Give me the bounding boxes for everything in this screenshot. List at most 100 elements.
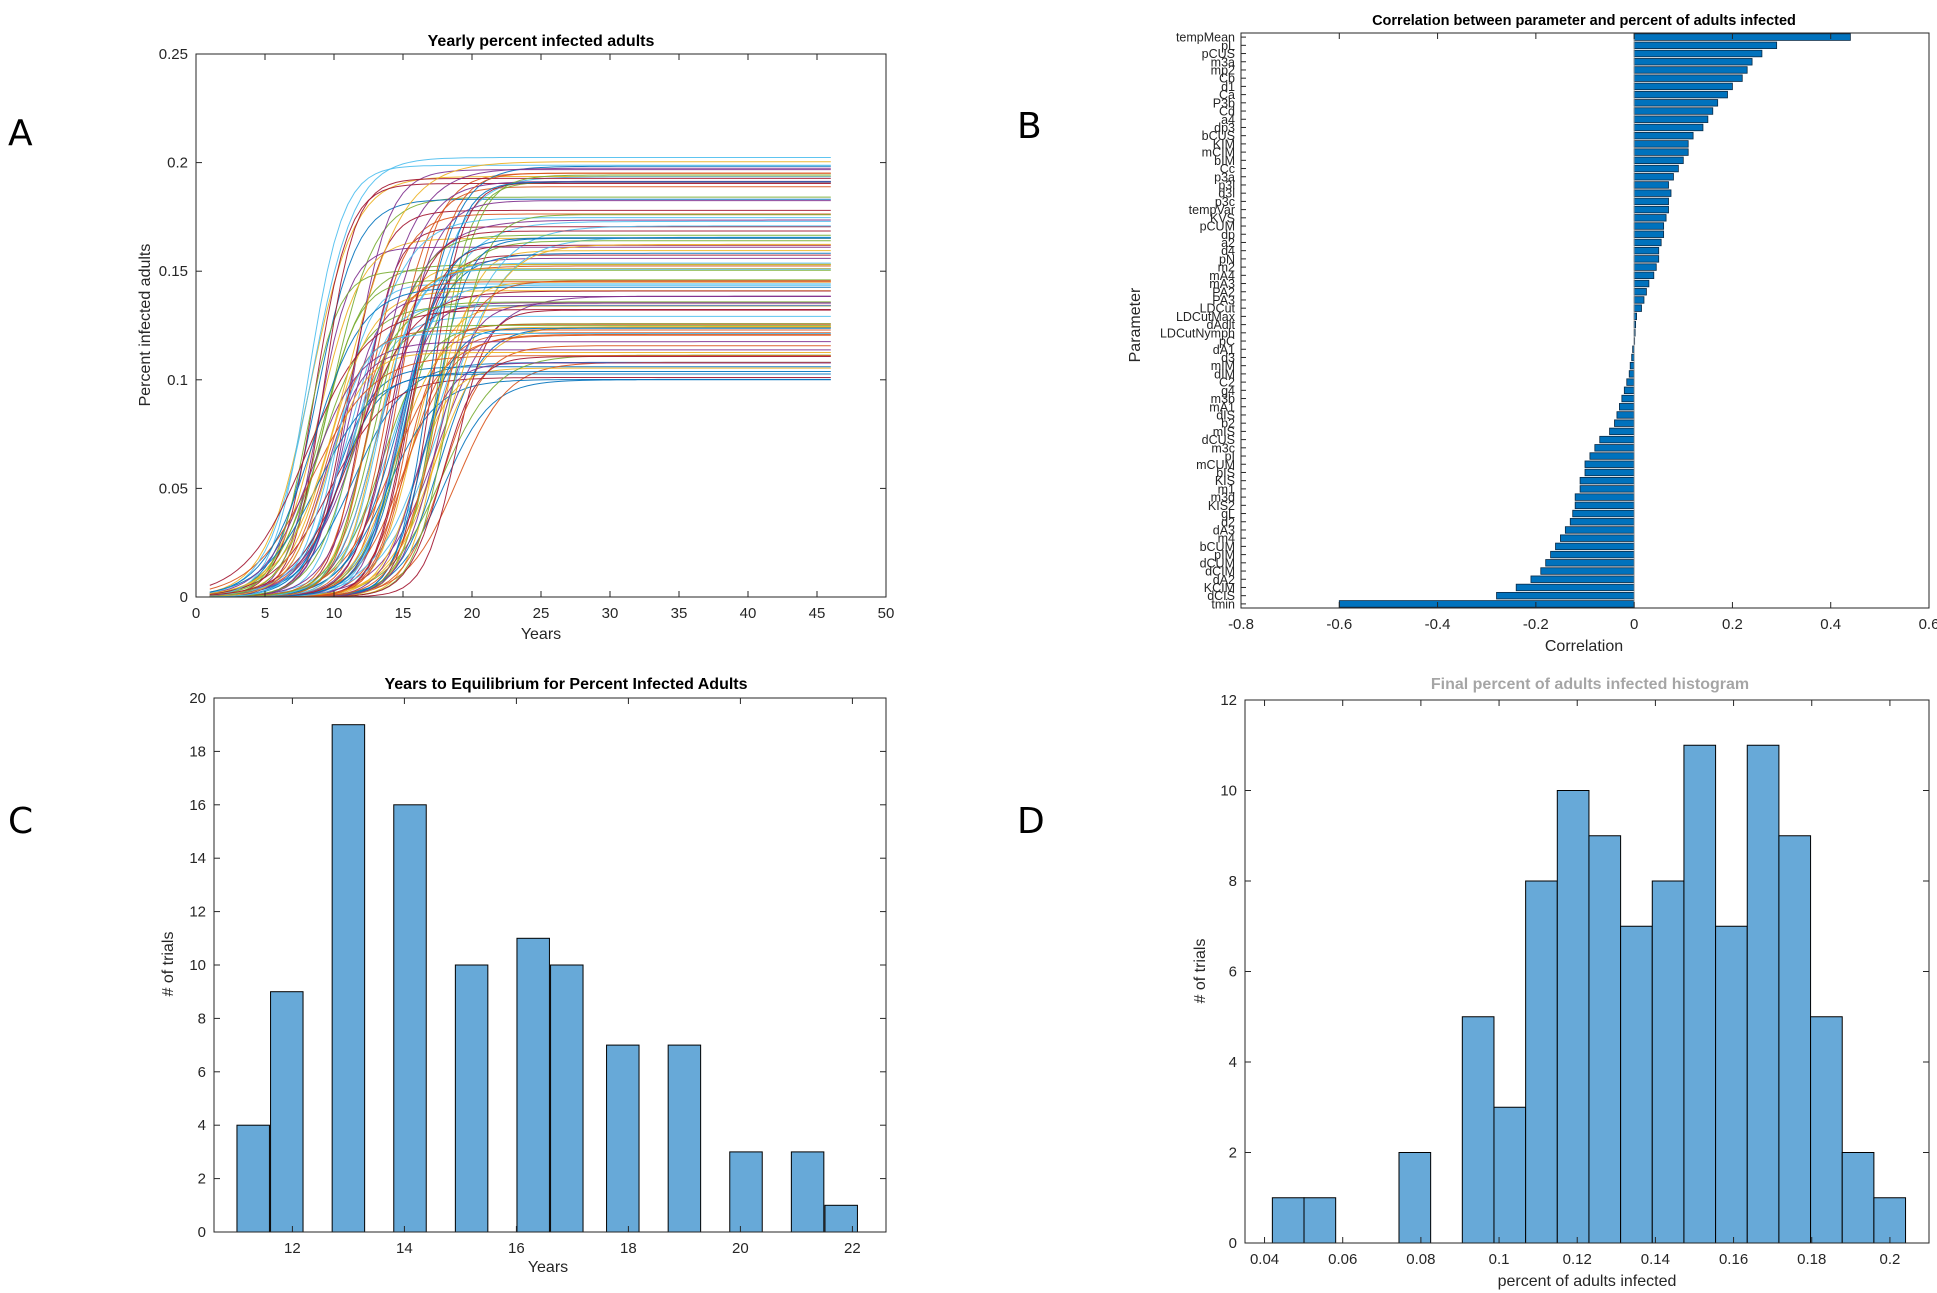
chart-d-ytick-label: 10: [1220, 783, 1237, 800]
chart-b-bar: [1633, 222, 1665, 230]
chart-a: Yearly percent infected adults 0 5 10 15 20 2…: [137, 33, 894, 643]
chart-b-xtick-label: -0.2: [1523, 616, 1549, 633]
chart-b-bar: [1572, 509, 1635, 518]
chart-c-ytick-label: 0: [198, 1224, 206, 1241]
chart-b-category-label: dIM: [1214, 367, 1235, 381]
chart-a-series-line: [209, 333, 831, 598]
chart-b-category-label: mA1: [1209, 400, 1235, 414]
chart-b-category-label: KIS: [1215, 474, 1235, 488]
chart-b-bar: [1633, 238, 1662, 247]
chart-a-ytick-label: 0.1: [167, 372, 188, 389]
chart-b-bar: [1564, 526, 1635, 534]
chart-a-xtick-label: 50: [878, 605, 895, 622]
chart-b-bar: [1560, 534, 1635, 542]
chart-b-category-label: p3l: [1218, 178, 1235, 192]
chart-a-xtick-label: 10: [326, 605, 343, 622]
chart-a-series-line: [209, 220, 831, 597]
chart-b-category-label: pCUS: [1202, 47, 1235, 61]
chart-d-bar: [1746, 744, 1780, 1244]
chart-b-ticks: tempMeanpLpCUSm3amp2Cbd1CaP3bCda4dp3bCUS…: [1160, 31, 1937, 633]
chart-b-category-label: mIM: [1211, 359, 1235, 373]
chart-b-category-label: pN: [1219, 252, 1235, 266]
chart-d-xtick-label: 0.06: [1328, 1251, 1357, 1268]
chart-b-bar: [1530, 575, 1635, 583]
chart-c-bar: [516, 937, 550, 1233]
chart-b-category-label: dp3: [1214, 121, 1235, 135]
chart-b-bar: [1594, 444, 1635, 452]
chart-b-bar: [1616, 411, 1635, 419]
chart-b-category-label: P3b: [1213, 96, 1235, 110]
chart-b-bar: [1633, 230, 1665, 238]
chart-c-ytick-label: 6: [198, 1064, 206, 1081]
chart-b-category-label: mA3: [1209, 277, 1235, 291]
chart-b-bar: [1633, 123, 1704, 132]
chart-b-category-label: Cc: [1220, 162, 1235, 176]
chart-c-bar: [606, 1044, 640, 1233]
chart-a-xlabel: Years: [521, 626, 561, 643]
chart-d-xtick-label: 0.14: [1641, 1251, 1670, 1268]
chart-a-series-line: [209, 373, 831, 598]
chart-b-xlabel: Correlation: [1545, 638, 1623, 655]
chart-a-xtick-label: 45: [809, 605, 826, 622]
chart-d-ticks: 0.04 0.06 0.08 0.1 0.12 0.14 0.16 0.18 0.2 0 2 4 6 8 1…: [1220, 692, 1929, 1268]
chart-a-series-line: [209, 349, 831, 598]
chart-b-category-label: bIS: [1216, 466, 1235, 480]
chart-c-ytick-label: 20: [189, 690, 206, 707]
chart-b-category-label: d3: [1221, 351, 1235, 365]
chart-b-category-label: KIM: [1213, 137, 1235, 151]
chart-d: Final percent of adults infected histogr…: [1192, 676, 1930, 1290]
chart-c-ticks: 12 14 16 18 20 22 0 2 4 6 8 10 12 14 16 18 20: [189, 690, 886, 1257]
chart-d-bar: [1588, 835, 1622, 1244]
chart-b-category-label: g4: [1221, 384, 1235, 398]
chart-b-bar: [1633, 49, 1763, 58]
chart-b-bar: [1609, 427, 1635, 436]
chart-a-series-line: [209, 315, 831, 597]
chart-b-bar: [1628, 370, 1635, 378]
chart-a-xtick-label: 40: [740, 605, 757, 622]
chart-b-bar: [1621, 394, 1635, 403]
chart-b-category-label: Cb: [1219, 72, 1235, 86]
chart-a-series-line: [209, 217, 831, 597]
chart-c-ytick-label: 10: [189, 957, 206, 974]
chart-b-bar: [1633, 246, 1660, 255]
chart-b-axes: [1240, 32, 1930, 609]
chart-b-bar: [1584, 468, 1635, 477]
chart-b-category-label: LDCut: [1200, 302, 1236, 316]
chart-d-xtick-label: 0.04: [1250, 1251, 1279, 1268]
chart-d-bar: [1841, 1152, 1875, 1244]
chart-c-xtick-label: 14: [396, 1240, 413, 1257]
chart-a-title: Yearly percent infected adults: [428, 33, 655, 50]
chart-b-xtick-label: 0: [1630, 616, 1638, 633]
chart-b-category-label: Cd: [1219, 105, 1235, 119]
chart-d-ytick-label: 2: [1229, 1145, 1237, 1162]
chart-d-bar: [1493, 1106, 1527, 1244]
chart-c-ytick-label: 2: [198, 1171, 206, 1188]
chart-b: Correlation between parameter and percen…: [1127, 13, 1937, 655]
chart-b-category-label: dAdlt: [1207, 318, 1236, 332]
chart-a-series-line: [209, 281, 831, 598]
chart-d-bars-group: [1271, 744, 1907, 1244]
chart-a-series-line: [209, 329, 831, 597]
chart-c-ytick-label: 4: [198, 1117, 206, 1134]
chart-b-bar: [1579, 476, 1635, 485]
chart-a-xtick-label: 5: [261, 605, 269, 622]
chart-b-category-label: d3l: [1218, 187, 1235, 201]
chart-b-category-label: mp2: [1211, 63, 1235, 77]
chart-b-category-label: KVS: [1210, 211, 1235, 225]
chart-b-category-label: mCIM: [1202, 146, 1235, 160]
chart-b-category-label: dIS: [1216, 408, 1235, 422]
chart-b-bar: [1633, 214, 1667, 222]
chart-b-bar: [1633, 255, 1660, 263]
chart-b-bar: [1633, 288, 1647, 296]
chart-c-bar: [331, 724, 366, 1233]
chart-c-bar: [790, 1151, 825, 1233]
chart-d-xlabel: percent of adults infected: [1498, 1273, 1677, 1290]
chart-b-bar: [1614, 419, 1635, 427]
chart-b-title: Correlation between parameter and percen…: [1372, 13, 1796, 29]
chart-c-ytick-label: 16: [189, 797, 206, 814]
chart-c-title: Years to Equilibrium for Percent Infecte…: [384, 676, 747, 693]
chart-a-series-line: [209, 290, 831, 596]
chart-b-category-label: bCUM: [1200, 540, 1235, 554]
chart-b-bar: [1633, 99, 1719, 107]
chart-d-bar: [1778, 835, 1812, 1244]
